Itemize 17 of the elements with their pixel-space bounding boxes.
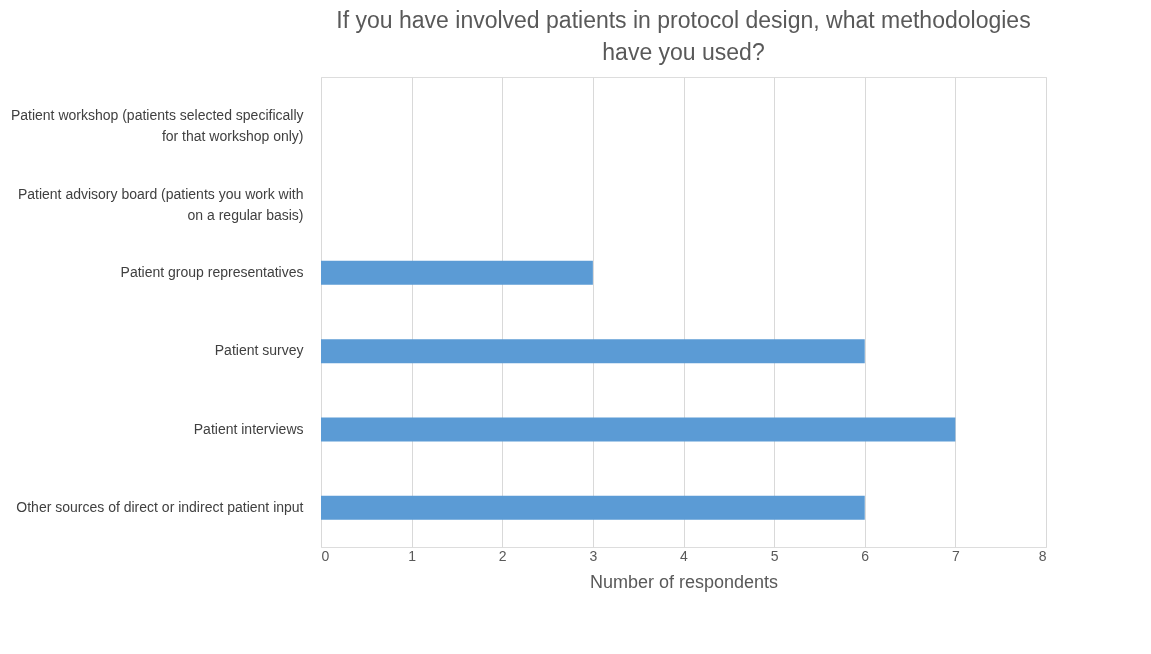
x-tick-label: 8 xyxy=(1038,547,1047,564)
y-tick-label: Patient survey xyxy=(214,342,304,359)
chart-title: If you have involved patients in protocol design, what methodologies have you used? xyxy=(336,7,1031,65)
y-tick-label: Patient workshop (patients selected specifically for that workshop only) xyxy=(10,107,304,145)
x-tick-label: 1 xyxy=(408,547,417,564)
x-tick-label: 2 xyxy=(498,547,507,564)
x-axis-title: Number of respondents xyxy=(589,571,779,592)
y-tick-label: Patient interviews xyxy=(193,420,304,437)
x-tick-label: 5 xyxy=(770,547,779,564)
x-tick-label: 7 xyxy=(951,547,960,564)
x-tick-label: 0 xyxy=(321,547,330,564)
x-tick-label: 4 xyxy=(680,547,689,564)
x-tick-label: 6 xyxy=(861,547,870,564)
y-tick-label: Patient advisory board (patients you work with on a regular basis) xyxy=(17,185,304,223)
y-tick-label: Patient group representatives xyxy=(120,263,304,280)
y-tick-label: Other sources of direct or indirect patient input xyxy=(16,498,304,515)
x-tick-label: 3 xyxy=(589,547,598,564)
